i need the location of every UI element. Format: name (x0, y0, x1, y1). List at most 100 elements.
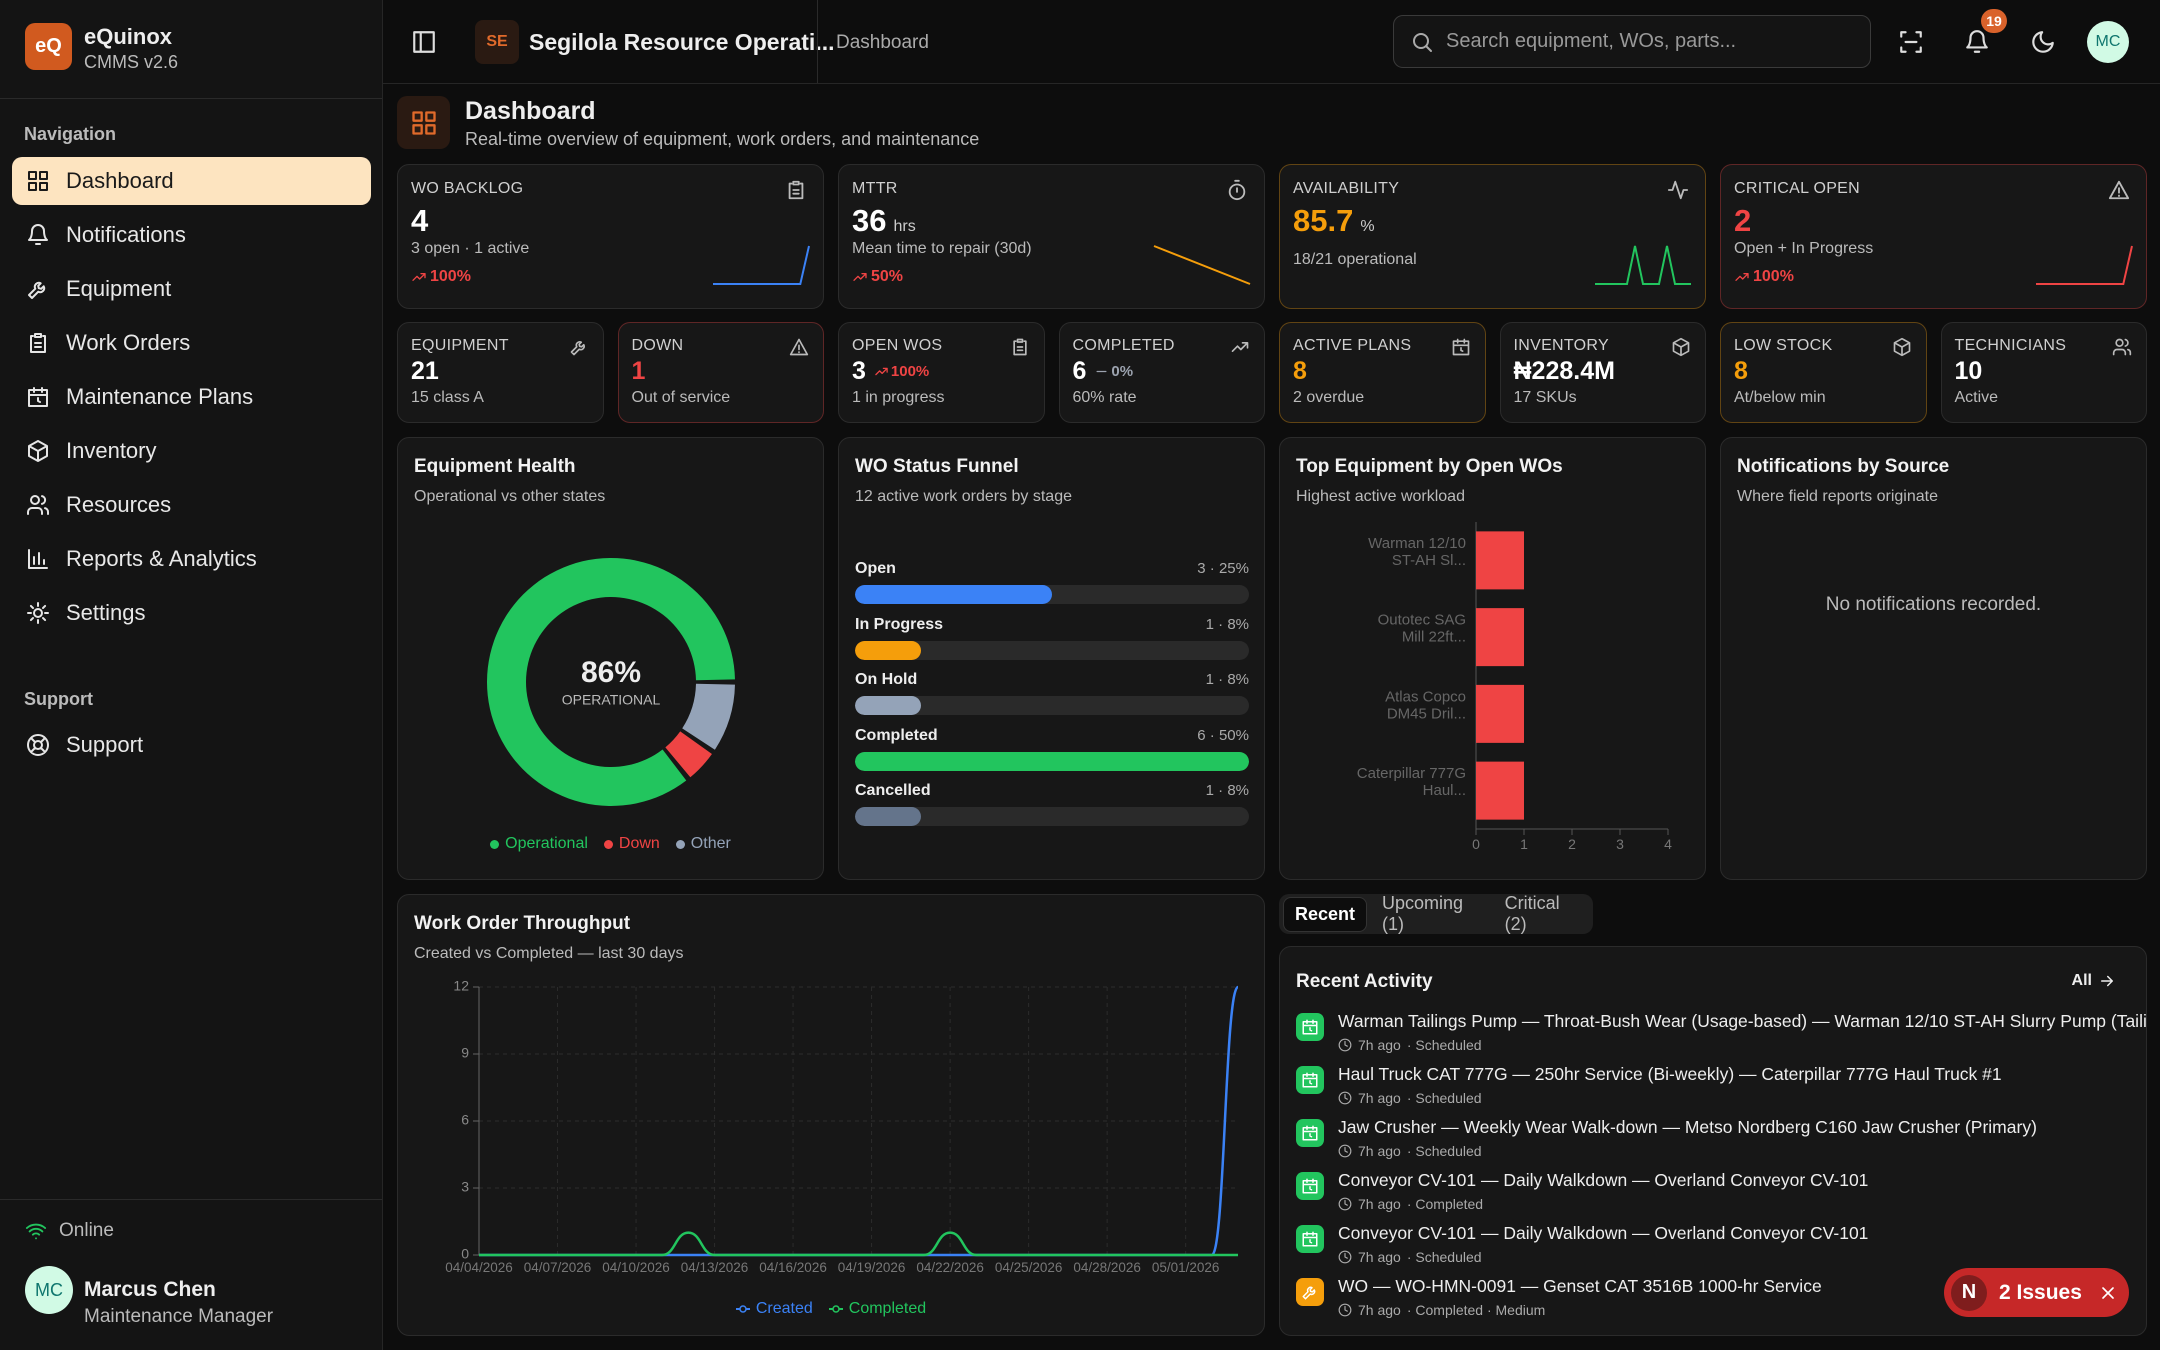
icon-path (28, 224, 48, 245)
kpi-number: 85.7 (1293, 203, 1354, 238)
theme-toggle[interactable] (2030, 29, 2056, 60)
activity-item[interactable]: Jaw Crusher — Weekly Wear Walk-down — Me… (1296, 1115, 2130, 1167)
legend-swatch (735, 1305, 750, 1313)
nav-item[interactable]: Equipment (12, 265, 371, 313)
icon (1231, 342, 1249, 352)
icon-path (1900, 31, 1922, 53)
icon (853, 273, 867, 281)
bar-label: Completed (855, 726, 938, 744)
nav-item[interactable]: Support (12, 721, 371, 769)
activity-title: Conveyor CV-101 — Daily Walkdown — Overl… (1338, 1223, 1869, 1243)
bar-label: Open (855, 560, 896, 577)
nav-item[interactable]: Resources (12, 481, 371, 529)
sidebar-toggle[interactable] (411, 29, 437, 60)
stat-card: ACTIVE PLANS 8 2 overdue (1279, 322, 1486, 423)
icon-path (1338, 1303, 1352, 1317)
icon-path (28, 549, 48, 569)
bar-value-label: 3 · 25% (1197, 560, 1249, 577)
icon-path (2032, 31, 2054, 53)
nav-list: Dashboard Notifications Equipment Work Orde… (12, 157, 371, 643)
stat-label: LOW STOCK (1734, 337, 1833, 354)
stat-card: COMPLETED 6 0% 60% rate (1058, 322, 1265, 423)
activity-item[interactable]: Conveyor CV-101 — Daily Walkdown — Overl… (1296, 1168, 2130, 1220)
kpi-number: 4 (411, 203, 429, 238)
icon-path (2102, 1286, 2114, 1299)
donut-segment (486, 558, 735, 806)
nav-label: Reports & Analytics (66, 546, 257, 571)
activity-item[interactable]: Haul Truck CAT 777G — 250hr Service (Bi-… (1296, 1062, 2130, 1114)
status: Online (25, 1220, 114, 1242)
kpi-unit: hrs (893, 218, 916, 235)
activity-meta: 7h ago · Scheduled (1338, 1249, 1482, 1265)
nav-item[interactable]: Inventory (12, 427, 371, 475)
activity-item[interactable]: Conveyor CV-101 — Daily Walkdown — Overl… (1296, 1221, 2130, 1273)
status-text: Online (59, 1220, 114, 1241)
activity-meta: 7h ago · Scheduled (1338, 1090, 1482, 1106)
kpi-trend: 100% (411, 268, 471, 286)
stat-number: 3 (852, 357, 866, 385)
notifications-card: Notifications by Source Where field repor… (1720, 437, 2147, 880)
card-subtitle: Highest active workload (1296, 488, 1465, 505)
stat-row: EQUIPMENT 21 15 class A DOWN 1 Out of service… (397, 322, 2147, 423)
issues-label: 2 Issues (1999, 1280, 2082, 1304)
sparkline (2036, 245, 2133, 285)
icon-path (30, 333, 46, 353)
search-box[interactable]: Search equipment, WOs, parts... (1393, 15, 1871, 68)
org-name[interactable]: Segilola Resource Operati... (529, 29, 835, 55)
activity-item[interactable]: Warman Tailings Pump — Throat-Bush Wear … (1296, 1009, 2146, 1061)
nav-item[interactable]: Dashboard (12, 157, 371, 205)
notification-badge: 19 (1981, 9, 2007, 33)
user-avatar[interactable]: MC (25, 1266, 73, 1314)
bottom-row: 0 3 6 9 12 04/04/2026 04/07/2026 04/10/2026 04/1… (397, 893, 2147, 1336)
activity-meta: 7h ago · Scheduled (1338, 1143, 1482, 1159)
nav-label: Support (66, 732, 144, 757)
tab[interactable]: Upcoming (1) (1382, 893, 1464, 934)
icon (1900, 31, 1922, 53)
y-tick-label-line: Outotec SAG (1378, 612, 1466, 629)
scan-button[interactable] (1898, 29, 1924, 60)
activity-time: 7h ago (1358, 1249, 1401, 1265)
legend-swatch (675, 839, 685, 849)
y-tick-label: 12 (453, 978, 469, 994)
bar (855, 640, 921, 660)
nav-item[interactable]: Reports & Analytics (12, 535, 371, 583)
activity-item[interactable]: WO — WO-HMN-0091 — Genset CAT 3516B 1000… (1296, 1274, 2130, 1326)
view-all-label: All (2071, 972, 2092, 989)
nav-item[interactable]: Settings (12, 589, 371, 637)
tab[interactable]: Critical (2) (1504, 893, 1560, 934)
notifications-button[interactable] (1964, 29, 1990, 60)
bar-value-label: 1 · 8% (1205, 615, 1249, 633)
stat-number: 10 (1954, 357, 1983, 385)
icon (1667, 180, 1689, 200)
card-subtitle: Operational vs other states (414, 488, 606, 505)
card-title: WO Status Funnel (855, 456, 1019, 477)
view-all-link[interactable]: All (2072, 972, 2116, 990)
icon (1302, 1178, 1318, 1194)
activity-icon (1296, 1172, 1324, 1200)
kpi-sub: 18/21 operational (1293, 251, 1417, 268)
issues-badge[interactable]: N 2 Issues (1944, 1268, 2129, 1317)
nav-label: Dashboard (66, 168, 174, 193)
avatar[interactable]: MC (2087, 21, 2129, 63)
nav-item[interactable]: Notifications (12, 211, 371, 259)
issues-icon: N (1951, 1274, 1987, 1311)
icon-path (1452, 338, 1469, 356)
tab[interactable]: Recent (1283, 896, 1368, 932)
legend-swatch (490, 839, 500, 849)
stat-value: 8 (1734, 357, 1748, 386)
activity-time: 7h ago (1358, 1302, 1401, 1318)
nav-item[interactable]: Work Orders (12, 319, 371, 367)
icon (1302, 1286, 1316, 1300)
breadcrumb[interactable]: Dashboard (836, 32, 929, 53)
nav-label: Notifications (66, 222, 186, 247)
legend-label: Created (755, 1300, 813, 1317)
support-heading: Support (24, 689, 93, 709)
icon (2032, 31, 2054, 53)
activity-status: · Scheduled (1406, 1090, 1482, 1106)
kpi-card: AVAILABILITY 85.7% 18/21 operational (1279, 164, 1706, 309)
activity-icon (1296, 1119, 1324, 1147)
activity-time: 7h ago (1358, 1037, 1401, 1053)
bar (1476, 761, 1524, 820)
card-subtitle: Created vs Completed — last 30 days (414, 945, 684, 962)
nav-item[interactable]: Maintenance Plans (12, 373, 371, 421)
